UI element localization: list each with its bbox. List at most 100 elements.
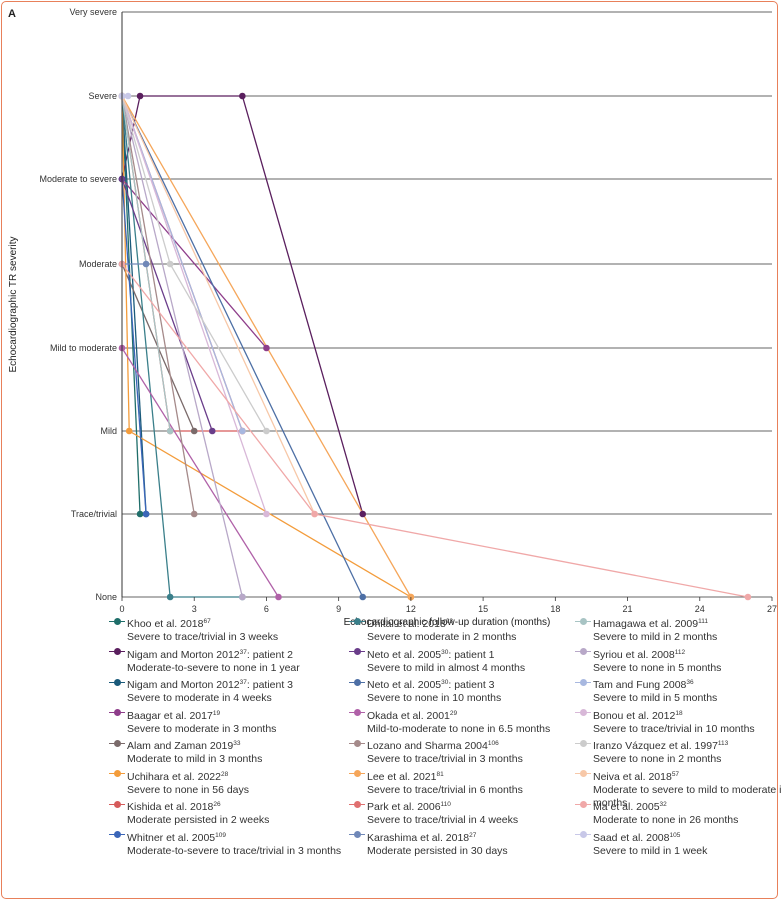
legend-name: Neiva et al. 2018 [593, 770, 672, 783]
series-line [121, 95, 195, 515]
legend-swatch-dot [113, 800, 121, 808]
legend-swatch-dot [353, 648, 361, 655]
data-point [124, 92, 132, 100]
legend-item: Iranzo Vázquez et al. 1997113 Severe to n… [575, 737, 781, 766]
legend-title: Uchihara et al. 202228 [127, 768, 347, 784]
panel-label: A [8, 8, 16, 20]
legend-ref: 37 [239, 648, 247, 656]
axes: None Trace/trivial Mild Mild to moderate Mod… [8, 7, 777, 628]
legend-swatch-dot [113, 648, 121, 655]
data-point [136, 92, 144, 100]
legend-description: Moderate to none in 26 months [593, 814, 739, 826]
legend-ref: 105 [669, 831, 681, 839]
legend-swatch [349, 616, 365, 626]
legend-swatch-dot [113, 831, 121, 838]
x-tick-label: 9 [336, 604, 341, 614]
legend-swatch-dot [353, 739, 361, 747]
legend-name: Lee et al. 2021 [367, 770, 437, 783]
legend-item: Khoo et al. 201867 Severe to trace/trivia… [109, 615, 347, 644]
legend-description: Severe to trace/trivial in 3 months [367, 753, 523, 765]
data-point [125, 427, 133, 435]
legend-title: Nigam and Morton 201237: patient 3 [127, 676, 347, 692]
data-point [166, 427, 174, 435]
legend-item: Kishida et al. 201826 Moderate persisted … [109, 798, 347, 827]
legend-ref: 37 [239, 679, 247, 686]
y-tick-label: Mild [100, 426, 117, 436]
series-line [121, 347, 280, 598]
data-point [359, 593, 367, 601]
legend-name: Dhital et al. 2018 [367, 618, 446, 630]
data-point [239, 92, 246, 100]
legend-swatch [575, 708, 591, 718]
legend-description: Severe to none in 2 months [593, 753, 722, 765]
data-point [744, 593, 752, 601]
legend-name: Bonou et al. 2012 [593, 709, 676, 722]
data-point [136, 510, 144, 518]
legend-swatch [349, 830, 365, 840]
legend-ref: 27 [469, 831, 477, 839]
x-tick-label: 6 [264, 604, 269, 614]
y-tick-label: Trace/trivial [71, 509, 117, 519]
legend-suffix: : patient 3 [246, 679, 294, 691]
x-tick-label: 24 [695, 604, 705, 614]
legend-description: Severe to trace/trivial in 4 weeks [367, 814, 519, 826]
legend-name: Uchihara et al. 2022 [127, 770, 221, 783]
legend-ref: 113 [717, 740, 729, 747]
legend-description: Severe to none in 10 months [367, 692, 502, 704]
legend-name: Lozano and Sharma 2004 [367, 740, 488, 752]
grid-layer [122, 11, 772, 598]
legend-title: Saad et al. 2008105 [593, 829, 781, 845]
legend-swatch-dot [113, 770, 121, 777]
legend-description: Severe to moderate in 3 months [127, 722, 277, 735]
legend-swatch-dot [353, 678, 361, 686]
legend-description: Severe to none in 5 months [593, 661, 722, 674]
y-tick-label: Moderate to severe [39, 174, 117, 184]
legend-name: Syriou et al. 2008 [593, 648, 675, 661]
legend-description: Severe to mild in 5 months [593, 692, 718, 704]
legend-description: Severe to trace/trivial in 3 weeks [127, 631, 279, 643]
legend-item: Uchihara et al. 202228 Severe to none in … [109, 768, 347, 797]
legend-title: Karashima et al. 201827 [367, 829, 587, 845]
legend-ref: 57 [671, 770, 680, 778]
legend-swatch-dot [113, 709, 121, 716]
legend-item: Dhital et al. 201823 Severe to moderate i… [349, 615, 587, 644]
legend-name: Saad et al. 2008 [593, 831, 670, 844]
legend-title: Iranzo Vázquez et al. 1997113 [593, 737, 781, 753]
data-point [263, 344, 270, 352]
series-line [121, 95, 147, 515]
legend-name: Iranzo Vázquez et al. 1997 [593, 740, 718, 752]
legend-title: Whitner et al. 2005109 [127, 829, 347, 845]
data-point [263, 427, 270, 435]
legend-ref: 81 [436, 770, 444, 778]
legend-swatch [109, 647, 125, 657]
legend-swatch [575, 677, 591, 687]
legend-suffix: : patient 1 [448, 648, 495, 661]
data-point [275, 593, 282, 601]
legend-swatch-dot [113, 678, 121, 686]
data-point [190, 510, 198, 518]
legend-item: Hamagawa et al. 2009111 Severe to mild in… [575, 615, 781, 644]
legend-swatch [575, 830, 591, 840]
legend-ref: 106 [487, 740, 499, 747]
legend-description: Severe to mild in 2 months [593, 631, 718, 643]
legend-swatch [109, 738, 125, 748]
data-point [359, 510, 367, 518]
legend-swatch-dot [353, 709, 361, 716]
legend-item: Lee et al. 202181 Severe to trace/trivial… [349, 768, 587, 797]
legend-swatch [349, 799, 365, 809]
legend-description: Moderate to mild in 3 months [127, 753, 263, 765]
legend-ref: 28 [220, 770, 229, 778]
legend-description: Severe to mild in almost 4 months [367, 661, 526, 674]
legend-name: Okada et al. 2001 [367, 709, 450, 722]
legend-swatch [349, 769, 365, 779]
data-point [263, 510, 270, 518]
legend-name: Karashima et al. 2018 [367, 831, 470, 844]
series-line [121, 95, 243, 432]
legend-description: Severe to mild in 1 week [593, 844, 708, 857]
y-tick-label: None [95, 592, 117, 602]
legend-item: Syriou et al. 2008112 Severe to none in 5… [575, 646, 781, 675]
legend-item: Bonou et al. 201218 Severe to trace/trivi… [575, 707, 781, 736]
x-tick-label: 3 [192, 604, 197, 614]
legend-ref: 67 [203, 618, 211, 625]
